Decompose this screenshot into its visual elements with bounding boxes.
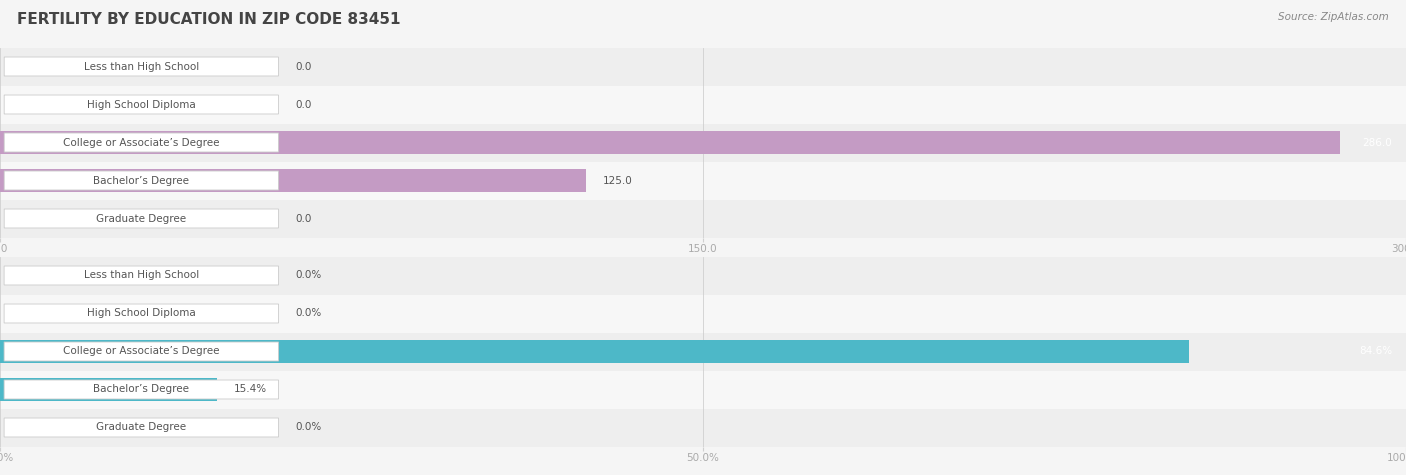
- Text: College or Associate’s Degree: College or Associate’s Degree: [63, 346, 219, 357]
- Bar: [0, 131, 1340, 154]
- Text: Less than High School: Less than High School: [84, 270, 198, 281]
- Text: Source: ZipAtlas.com: Source: ZipAtlas.com: [1278, 12, 1389, 22]
- Text: 125.0: 125.0: [603, 175, 633, 186]
- Text: Bachelor’s Degree: Bachelor’s Degree: [93, 175, 190, 186]
- Bar: [0, 256, 1406, 294]
- Bar: [0, 408, 1406, 446]
- FancyBboxPatch shape: [4, 342, 278, 361]
- Text: FERTILITY BY EDUCATION IN ZIP CODE 83451: FERTILITY BY EDUCATION IN ZIP CODE 83451: [17, 12, 401, 27]
- Text: 0.0%: 0.0%: [295, 422, 322, 433]
- Text: 15.4%: 15.4%: [233, 384, 267, 395]
- Text: 0.0: 0.0: [295, 213, 312, 224]
- Text: Less than High School: Less than High School: [84, 61, 198, 72]
- Bar: [0, 370, 1406, 408]
- Text: Graduate Degree: Graduate Degree: [96, 213, 187, 224]
- Bar: [0, 48, 1406, 86]
- Bar: [0, 340, 1189, 363]
- Text: Bachelor’s Degree: Bachelor’s Degree: [93, 384, 190, 395]
- Bar: [0, 124, 1406, 162]
- Text: 0.0%: 0.0%: [295, 308, 322, 319]
- FancyBboxPatch shape: [4, 171, 278, 190]
- Text: 84.6%: 84.6%: [1358, 346, 1392, 357]
- FancyBboxPatch shape: [4, 418, 278, 437]
- Text: High School Diploma: High School Diploma: [87, 99, 195, 110]
- Text: College or Associate’s Degree: College or Associate’s Degree: [63, 137, 219, 148]
- FancyBboxPatch shape: [4, 133, 278, 152]
- Bar: [0, 162, 1406, 199]
- FancyBboxPatch shape: [4, 209, 278, 228]
- Text: 0.0: 0.0: [295, 99, 312, 110]
- FancyBboxPatch shape: [4, 304, 278, 323]
- Bar: [0, 200, 1406, 238]
- Text: High School Diploma: High School Diploma: [87, 308, 195, 319]
- Text: 0.0: 0.0: [295, 61, 312, 72]
- FancyBboxPatch shape: [4, 95, 278, 114]
- Text: Graduate Degree: Graduate Degree: [96, 422, 187, 433]
- Bar: [0, 332, 1406, 371]
- Bar: [0, 294, 1406, 332]
- Bar: [0, 86, 1406, 124]
- FancyBboxPatch shape: [4, 380, 278, 399]
- Text: 286.0: 286.0: [1362, 137, 1392, 148]
- FancyBboxPatch shape: [4, 266, 278, 285]
- FancyBboxPatch shape: [4, 57, 278, 76]
- Bar: [0, 378, 217, 401]
- Text: 0.0%: 0.0%: [295, 270, 322, 281]
- Bar: [0, 169, 586, 192]
